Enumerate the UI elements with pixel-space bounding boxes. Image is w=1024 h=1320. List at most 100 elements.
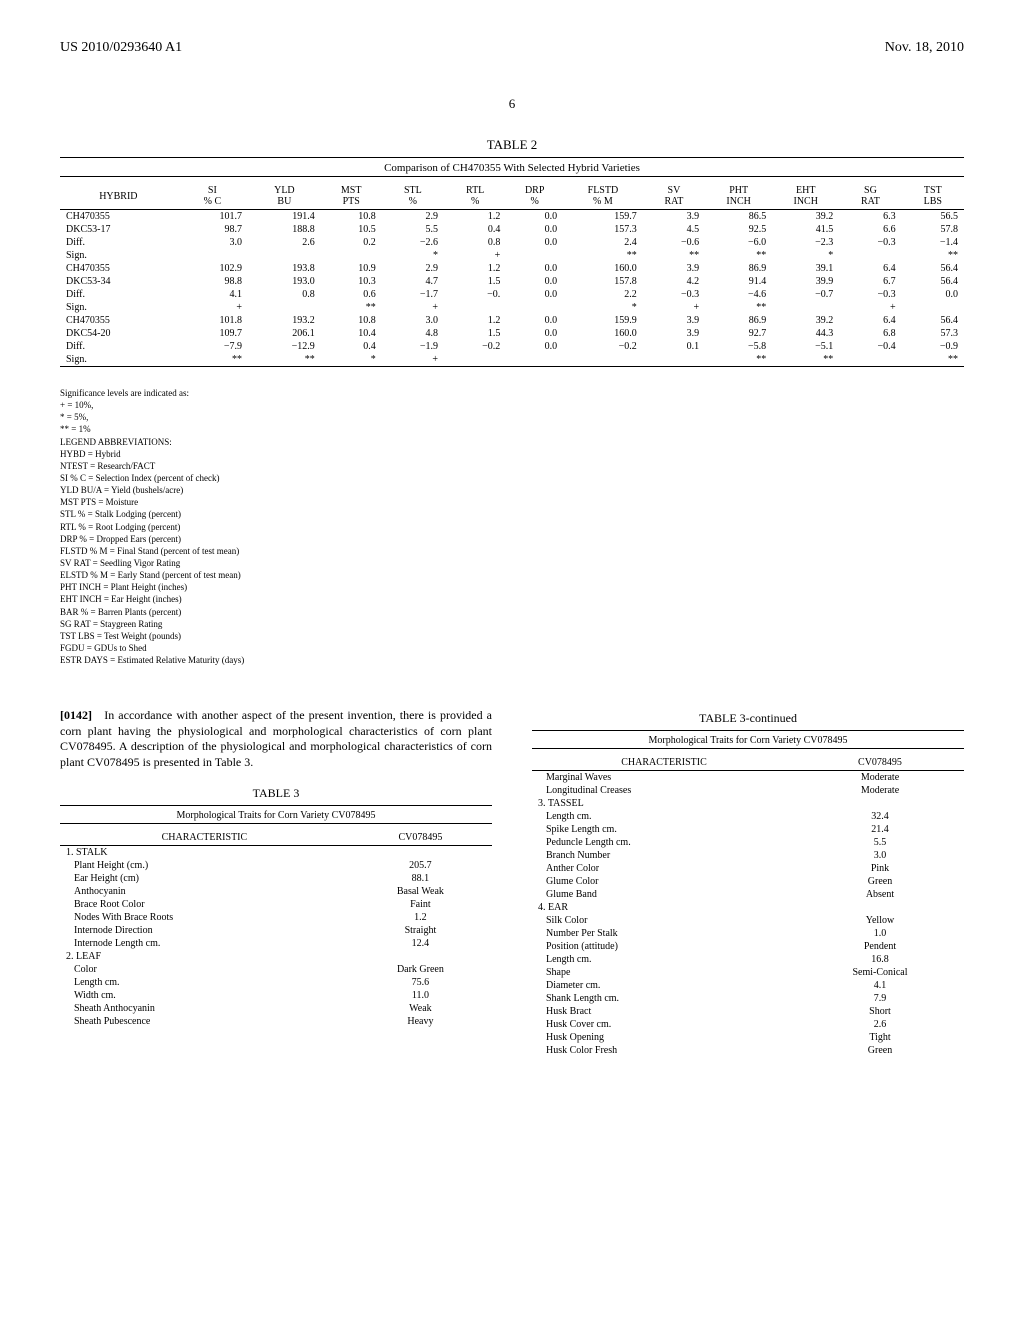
characteristic-value: 1.0 [796,927,964,940]
table-cell: 101.7 [177,210,248,224]
table-cell [349,845,492,859]
table2-col-header: FLSTD% M [563,183,643,210]
table-row: Nodes With Brace Roots1.2 [60,911,492,924]
characteristic-label: Position (attitude) [532,940,796,953]
table-cell: 0.0 [506,223,563,236]
table-cell: 86.5 [705,210,772,224]
table-cell: −0.3 [839,288,901,301]
table-cell: + [177,301,248,314]
note-line: ** = 1% [60,423,964,435]
characteristic-label: Longitudinal Creases [532,784,796,797]
table-row: 4. EAR [532,901,964,914]
table-cell [444,353,506,366]
table-row: Diff.3.02.60.2−2.60.80.02.4−0.6−6.0−2.3−… [60,236,964,249]
table-cell: * [321,353,382,366]
para-text: In accordance with another aspect of the… [60,708,492,769]
characteristic-label: Internode Length cm. [60,937,349,950]
table-cell: 3.9 [643,262,705,275]
table-cell [506,249,563,262]
table-cell: 6.4 [839,314,901,327]
table-cell: 160.0 [563,262,643,275]
table-cell: 6.8 [839,327,901,340]
table-row: Marginal WavesModerate [532,771,964,785]
table-cell: CH470355 [60,314,177,327]
note-line: SG RAT = Staygreen Rating [60,618,964,630]
table-cell: DKC54-20 [60,327,177,340]
table-row: AnthocyaninBasal Weak [60,885,492,898]
table-cell: * [772,249,839,262]
table2-col-header: RTL% [444,183,506,210]
table-row: Width cm.11.0 [60,989,492,1002]
table-cell: 6.4 [839,262,901,275]
characteristic-value: 21.4 [796,823,964,836]
characteristic-value: Green [796,875,964,888]
table-row: CH470355102.9193.810.92.91.20.0160.03.98… [60,262,964,275]
table-row: Diameter cm.4.1 [532,979,964,992]
table3-caption-right: Morphological Traits for Corn Variety CV… [532,735,964,749]
table-cell: −0.3 [643,288,705,301]
table-row: Length cm.16.8 [532,953,964,966]
table-cell: 0.0 [506,236,563,249]
table-cell [506,301,563,314]
table-row: Brace Root ColorFaint [60,898,492,911]
table-cell: Diff. [60,288,177,301]
table-cell: CH470355 [60,262,177,275]
characteristic-value: 4.1 [796,979,964,992]
note-line: PHT INCH = Plant Height (inches) [60,581,964,593]
table-cell: 10.4 [321,327,382,340]
table-cell: ** [177,353,248,366]
table2-col-header: TSTLBS [902,183,964,210]
table-cell: 39.2 [772,210,839,224]
table-cell: ** [643,249,705,262]
note-line: SV RAT = Seedling Vigor Rating [60,557,964,569]
table-cell: 1.5 [444,275,506,288]
table-cell: 0.4 [321,340,382,353]
table-row: 3. TASSEL [532,797,964,810]
table-cell [796,797,964,810]
characteristic-label: Marginal Waves [532,771,796,785]
characteristic-value: Dark Green [349,963,492,976]
table-cell: 160.0 [563,327,643,340]
table3-right-container: Morphological Traits for Corn Variety CV… [532,730,964,1057]
table-cell: Sign. [60,249,177,262]
table-cell: 0.4 [444,223,506,236]
characteristic-label: Length cm. [532,953,796,966]
table-cell: −0.6 [643,236,705,249]
characteristic-label: Spike Length cm. [532,823,796,836]
table-cell: 39.1 [772,262,839,275]
table2-caption: Comparison of CH470355 With Selected Hyb… [60,162,964,177]
table-cell: −5.1 [772,340,839,353]
note-line: TST LBS = Test Weight (pounds) [60,630,964,642]
table-cell: 0.0 [506,327,563,340]
note-line: EHT INCH = Ear Height (inches) [60,593,964,605]
characteristic-label: Branch Number [532,849,796,862]
table-cell: 2.6 [248,236,321,249]
table-cell: −0.9 [902,340,964,353]
characteristic-value: 5.5 [796,836,964,849]
table-cell: 102.9 [177,262,248,275]
table-cell: 39.2 [772,314,839,327]
table-cell: 0.0 [506,210,563,224]
table-cell: −0. [444,288,506,301]
table-cell: 10.9 [321,262,382,275]
table-cell: 56.4 [902,314,964,327]
table-row: Internode DirectionStraight [60,924,492,937]
table-cell: 6.3 [839,210,901,224]
table-cell: 193.0 [248,275,321,288]
table2-label: TABLE 2 [60,137,964,153]
table-cell: −0.4 [839,340,901,353]
table-cell: 10.5 [321,223,382,236]
table-cell: ** [563,249,643,262]
table-cell: 0.8 [248,288,321,301]
characteristic-label: Sheath Anthocyanin [60,1002,349,1015]
table-cell: 6.7 [839,275,901,288]
table-row: ShapeSemi-Conical [532,966,964,979]
note-line: MST PTS = Moisture [60,496,964,508]
table-cell: −5.8 [705,340,772,353]
section-label: 4. EAR [532,901,796,914]
table-cell: 109.7 [177,327,248,340]
table2-col-header: STL% [382,183,444,210]
characteristic-value: Basal Weak [349,885,492,898]
table-cell: 92.7 [705,327,772,340]
table-row: CH470355101.8193.210.83.01.20.0159.93.98… [60,314,964,327]
